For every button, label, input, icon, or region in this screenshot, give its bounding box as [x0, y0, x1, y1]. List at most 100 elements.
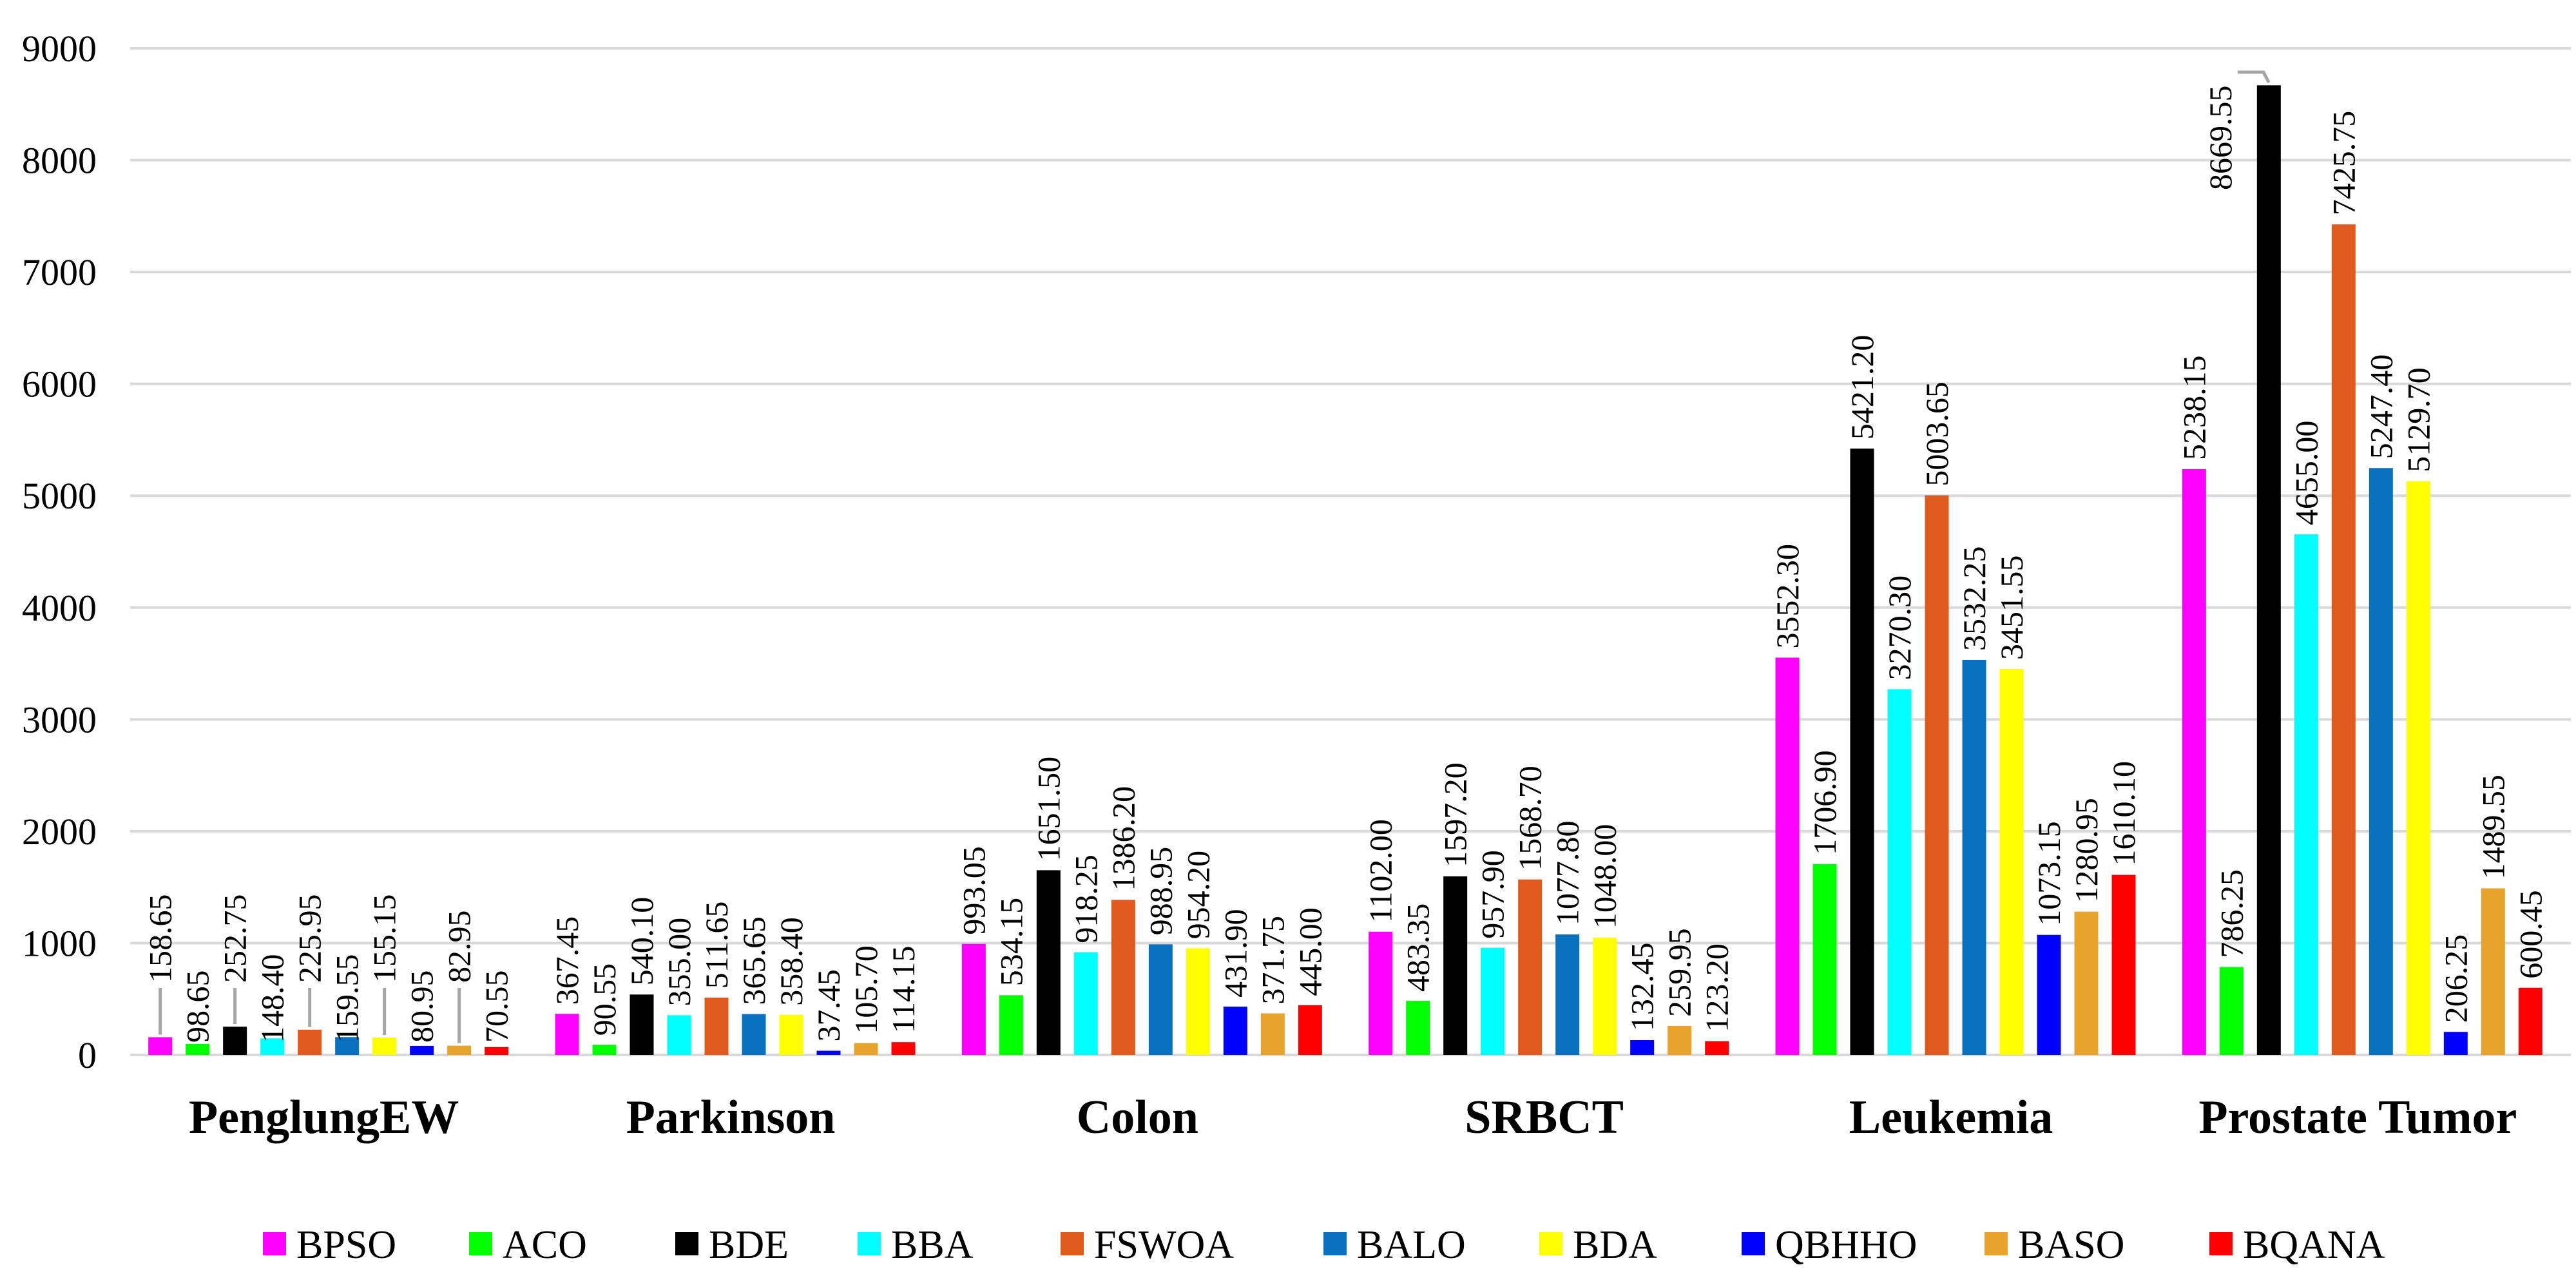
legend-label-bqana: BQANA [2243, 1223, 2385, 1267]
bar-bqana-penglungew [485, 1047, 509, 1055]
data-label-baso-srbct: 259.95 [1662, 928, 1698, 1017]
y-axis-ticks: 0 1000 2000 3000 4000 5000 6000 7000 8000 9000 [22, 28, 97, 1076]
bar-qbhho-penglungew [410, 1045, 434, 1055]
bar-balo-parkinson [742, 1014, 766, 1055]
data-label-balo-srbct: 1077.80 [1550, 820, 1586, 925]
data-label-bba-colon: 918.25 [1068, 855, 1104, 943]
bar-bba-prostate-tumor [2294, 534, 2318, 1055]
bar-fswoa-penglungew [298, 1029, 322, 1055]
data-labels: 158.6598.65252.75148.40225.95159.55155.1… [142, 70, 2548, 1043]
legend-label-bba: BBA [891, 1223, 974, 1267]
legend-swatch-bde [675, 1232, 698, 1255]
bar-bde-prostate-tumor [2256, 85, 2281, 1055]
data-label-baso-parkinson: 105.70 [848, 945, 884, 1034]
data-label-bqana-prostate-tumor: 600.45 [2512, 890, 2548, 979]
bar-qbhho-colon [1223, 1007, 1247, 1055]
bar-bba-parkinson [667, 1015, 691, 1055]
bar-bda-penglungew [372, 1038, 397, 1055]
data-label-bpso-parkinson: 367.45 [549, 916, 585, 1005]
bar-bqana-prostate-tumor [2518, 987, 2542, 1055]
bar-fswoa-parkinson [704, 998, 729, 1055]
data-label-fswoa-penglungew: 225.95 [292, 894, 328, 983]
bar-bpso-prostate-tumor [2182, 469, 2206, 1055]
legend-label-balo: BALO [1357, 1223, 1466, 1267]
data-label-bqana-leukemia: 1610.10 [2106, 761, 2142, 866]
y-tick-label-1000: 1000 [22, 922, 97, 964]
legend-label-baso: BASO [2018, 1223, 2124, 1267]
bar-bba-penglungew [260, 1038, 285, 1055]
bar-aco-penglungew [186, 1043, 210, 1055]
legend: BPSO ACO BDE BBA FSWOA BALO BDA QBHHO BASO BQANA [263, 1223, 2385, 1267]
data-label-bba-parkinson: 355.00 [661, 918, 697, 1007]
data-label-qbhho-leukemia: 1073.15 [2031, 821, 2067, 926]
bar-bba-colon [1073, 952, 1098, 1055]
data-label-fswoa-leukemia: 5003.65 [1919, 382, 1955, 487]
data-label-aco-parkinson: 90.55 [586, 963, 622, 1036]
category-label-srbct: SRBCT [1465, 1091, 1624, 1144]
bar-bda-prostate-tumor [2406, 481, 2430, 1055]
data-label-bde-colon: 1651.50 [1030, 757, 1066, 862]
data-label-baso-leukemia: 1280.95 [2068, 798, 2104, 903]
bar-fswoa-leukemia [1925, 495, 1949, 1055]
legend-label-fswoa: FSWOA [1094, 1223, 1234, 1267]
bar-bqana-leukemia [2111, 874, 2136, 1055]
legend-swatch-balo [1323, 1232, 1347, 1255]
data-label-bpso-leukemia: 3552.30 [1769, 544, 1805, 649]
data-label-baso-colon: 371.75 [1254, 916, 1291, 1005]
category-label-prostate-tumor: Prostate Tumor [2198, 1091, 2517, 1144]
data-label-bba-srbct: 957.90 [1475, 850, 1511, 939]
data-label-bba-penglungew: 148.40 [255, 954, 291, 1043]
legend-swatch-bpso [263, 1232, 286, 1255]
category-label-leukemia: Leukemia [1849, 1091, 2053, 1144]
data-label-baso-prostate-tumor: 1489.55 [2475, 775, 2511, 880]
bar-baso-parkinson [854, 1043, 878, 1055]
data-label-bde-parkinson: 540.10 [624, 897, 660, 986]
bar-bpso-leukemia [1775, 657, 1800, 1055]
data-label-qbhho-parkinson: 37.45 [811, 969, 847, 1042]
bar-bba-leukemia [1887, 689, 1912, 1055]
bars [148, 85, 2542, 1055]
bar-bqana-colon [1298, 1005, 1322, 1055]
legend-label-bda: BDA [1573, 1223, 1657, 1267]
data-label-bda-penglungew: 155.15 [367, 894, 403, 983]
data-label-bqana-penglungew: 70.55 [479, 971, 515, 1043]
data-label-bpso-srbct: 1102.00 [1363, 819, 1399, 923]
category-labels: PenglungEW Parkinson Colon SRBCT Leukemia Pro… [189, 1091, 2517, 1144]
y-tick-label-0: 0 [78, 1034, 97, 1076]
data-label-balo-colon: 988.95 [1142, 847, 1178, 936]
data-label-bde-srbct: 1597.20 [1437, 762, 1474, 867]
data-label-aco-prostate-tumor: 786.25 [2213, 869, 2249, 958]
bar-balo-leukemia [1962, 659, 1986, 1055]
data-label-bda-prostate-tumor: 5129.70 [2400, 367, 2436, 472]
data-label-fswoa-prostate-tumor: 7425.75 [2325, 111, 2361, 216]
data-label-aco-penglungew: 98.65 [180, 971, 216, 1043]
bar-baso-srbct [1668, 1025, 1692, 1055]
data-label-aco-srbct: 483.35 [1400, 903, 1436, 992]
legend-swatch-qbhho [1742, 1232, 1765, 1255]
data-label-bpso-penglungew: 158.65 [142, 894, 178, 983]
bar-qbhho-leukemia [2037, 934, 2061, 1055]
bar-bqana-parkinson [891, 1042, 916, 1055]
bar-aco-leukemia [1812, 864, 1837, 1055]
legend-swatch-bba [858, 1232, 881, 1255]
legend-swatch-bda [1539, 1232, 1562, 1255]
bar-bde-leukemia [1850, 449, 1874, 1055]
bar-bpso-parkinson [555, 1014, 579, 1055]
bar-aco-srbct [1406, 1001, 1430, 1055]
legend-label-aco: ACO [503, 1223, 587, 1267]
data-label-balo-parkinson: 365.65 [736, 916, 772, 1005]
leader-line-bde-prostate-tumor [2237, 70, 2271, 84]
data-label-aco-leukemia: 1706.90 [1807, 750, 1843, 855]
legend-label-qbhho: QBHHO [1775, 1223, 1917, 1267]
bar-bde-parkinson [630, 994, 654, 1055]
data-label-bda-parkinson: 358.40 [773, 917, 809, 1006]
bar-bpso-srbct [1369, 931, 1393, 1055]
bar-baso-penglungew [447, 1045, 472, 1055]
legend-swatch-bqana [2209, 1232, 2233, 1255]
legend-label-bde: BDE [709, 1223, 789, 1267]
bar-aco-parkinson [592, 1045, 617, 1055]
bar-qbhho-srbct [1630, 1040, 1655, 1055]
bar-bde-colon [1036, 870, 1061, 1055]
data-label-fswoa-srbct: 1568.70 [1512, 766, 1548, 871]
data-label-bde-prostate-tumor: 8669.55 [2202, 86, 2238, 191]
